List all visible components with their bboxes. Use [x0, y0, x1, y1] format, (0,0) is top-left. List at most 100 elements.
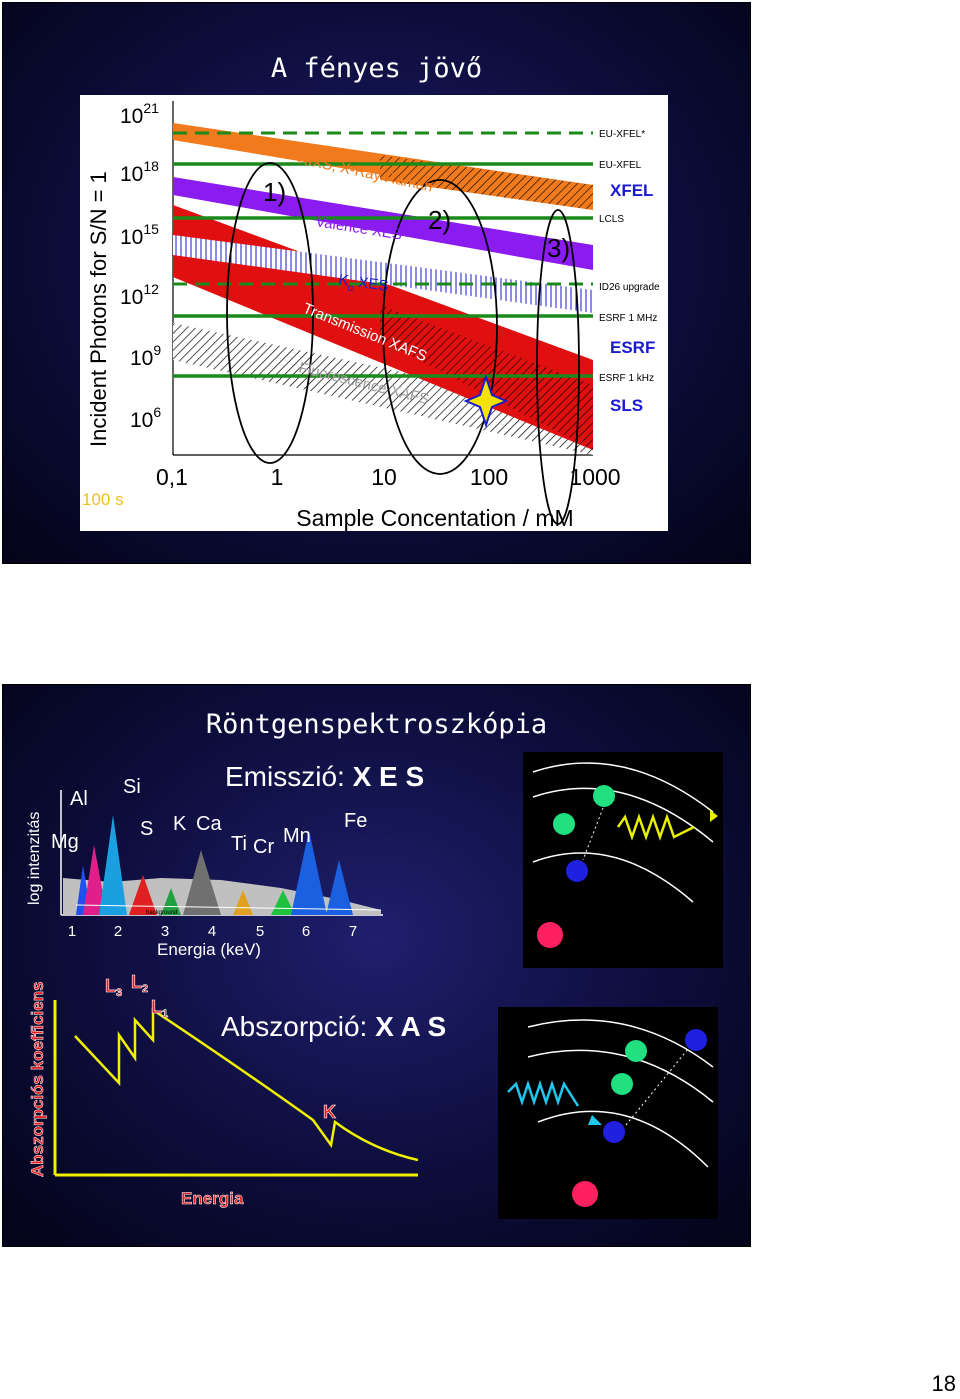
- region-1-ellipse: [226, 162, 314, 464]
- x-tick: 0,1: [156, 464, 188, 490]
- slide-title: Röntgenspektroszkópia: [205, 709, 548, 740]
- xas-spectrum: Abszorpciós koefficiens L3 L2 L1 K Energ…: [28, 972, 419, 1208]
- label-al: Al: [70, 788, 88, 810]
- x-ticks: 0,1 1 10 100 1000: [156, 464, 621, 490]
- region-1-label: 1): [263, 177, 286, 207]
- emission-atom-image: [523, 752, 723, 968]
- element-labels: Mg Al Si S K Ca Ti Cr Mn Fe: [51, 776, 367, 858]
- xfel-label: XFEL: [610, 181, 653, 200]
- lcls-label: LCLS: [599, 214, 624, 225]
- si-peak: [99, 815, 127, 915]
- absorption-abbr: X A S: [375, 1011, 447, 1042]
- nucleus: [572, 1181, 598, 1207]
- emission-heading: Emisszió: X E S: [225, 761, 424, 793]
- eu-xfel-label: EU-XFEL: [599, 160, 642, 171]
- x-tick: 1: [68, 923, 76, 940]
- x-tick: 6: [302, 923, 310, 940]
- absorption-prefix: Abszorpció:: [221, 1011, 376, 1042]
- x-tick: 1000: [569, 464, 620, 490]
- y-ticks: 1021 1018 1015 1012 109 106: [120, 100, 161, 432]
- x-axis-label: Sample Concentation / mM: [296, 505, 573, 531]
- id26-label: ID26 upgrade: [599, 282, 660, 293]
- edge-l3: L3: [105, 976, 122, 999]
- label-ti: Ti: [231, 833, 247, 855]
- x-tick: 2: [114, 923, 122, 940]
- xes-x-ticks: 1 2 3 4 5 6 7: [68, 923, 357, 940]
- y-tick: 1021: [120, 100, 159, 128]
- esrf-label: ESRF: [610, 338, 655, 357]
- fe-peak: [326, 860, 353, 915]
- emission-abbr: X E S: [352, 761, 425, 792]
- ca-peak: [183, 850, 221, 915]
- absorption-atom-image: [498, 1007, 718, 1219]
- k-peak: [161, 888, 181, 915]
- slide-xray-spectroscopy: Röntgenspektroszkópia log intenzitás bac…: [2, 684, 751, 1247]
- emitted-photon: [616, 813, 695, 841]
- absorption-curve: [74, 1007, 419, 1162]
- y-tick: 106: [130, 404, 161, 432]
- rixs-band-hatch: [380, 155, 593, 210]
- al-peak: [83, 845, 107, 915]
- x-tick: 1: [271, 464, 284, 490]
- edge-l2: L2: [131, 972, 148, 995]
- sls-label: SLS: [610, 396, 643, 415]
- kalpha-xes-band: [173, 235, 593, 313]
- s-peak: [129, 875, 157, 915]
- electron-inner: [611, 1073, 633, 1095]
- y-tick: 1015: [120, 221, 159, 249]
- mn-peak: [291, 830, 327, 915]
- x-tick: 4: [208, 923, 216, 940]
- electron-mid: [553, 813, 575, 835]
- xas-y-label: Abszorpciós koefficiens: [28, 981, 47, 1177]
- electron-outer: [593, 785, 615, 807]
- absorbing-electron: [603, 1121, 625, 1143]
- y-axis-label: Incident Photons for S/N = 1: [86, 171, 111, 447]
- label-mn: Mn: [283, 825, 311, 847]
- x-tick: 100: [470, 464, 508, 490]
- background-tag: background: [146, 910, 177, 916]
- emission-prefix: Emisszió:: [225, 761, 353, 792]
- source-labels: EU-XFEL* EU-XFEL XFEL LCLS ID26 upgrade …: [599, 129, 660, 415]
- kalpha-xes-label: Kα XES: [337, 271, 389, 299]
- y-tick: 1012: [120, 281, 159, 309]
- electron-outer: [685, 1029, 707, 1051]
- xes-x-label: Energia (keV): [157, 940, 261, 959]
- ti-peak: [233, 890, 253, 915]
- vacancy-electron: [566, 860, 588, 882]
- edge-l1: L1: [151, 997, 168, 1020]
- label-fe: Fe: [344, 810, 367, 832]
- label-k: K: [173, 813, 187, 835]
- xas-x-label: Energia: [181, 1189, 244, 1208]
- y-tick: 1018: [120, 158, 159, 186]
- xes-spectrum: log intenzitás background Mg Al Si S K C…: [26, 776, 383, 959]
- nucleus: [537, 922, 563, 948]
- concentration-chart: RIXS, X-Ray Raman Valence XES Kα XES Tra…: [80, 95, 668, 531]
- label-si: Si: [123, 776, 141, 798]
- x-tick: 3: [161, 923, 169, 940]
- xes-y-label: log intenzitás: [26, 812, 43, 905]
- region-2-ellipse: [382, 179, 498, 475]
- region-2-label: 2): [428, 205, 451, 235]
- y-tick: 109: [130, 342, 161, 370]
- label-ca: Ca: [196, 813, 222, 835]
- esrf-1khz-label: ESRF 1 kHz: [599, 373, 654, 384]
- region-3-ellipse: [536, 209, 580, 525]
- slide-title: A fényes jövő: [270, 53, 483, 84]
- corner-label: 100 s: [82, 490, 124, 509]
- label-s: S: [140, 818, 153, 840]
- region-3-label: 3): [547, 233, 570, 263]
- edge-k: K: [323, 1102, 336, 1122]
- x-tick: 5: [256, 923, 264, 940]
- label-mg: Mg: [51, 831, 79, 853]
- incoming-photon: [507, 1080, 580, 1107]
- star-marker: [463, 373, 509, 429]
- esrf-1mhz-label: ESRF 1 MHz: [599, 313, 657, 324]
- edge-labels: L3 L2 L1 K: [105, 972, 337, 1123]
- x-tick: 7: [349, 923, 357, 940]
- eu-xfel-star-label: EU-XFEL*: [599, 129, 645, 140]
- page-number: 18: [931, 1371, 956, 1396]
- label-cr: Cr: [253, 836, 274, 858]
- electron-mid: [625, 1040, 647, 1062]
- slide-future-sources: A fényes jövő: [2, 2, 751, 564]
- absorption-heading: Abszorpció: X A S: [221, 1011, 446, 1043]
